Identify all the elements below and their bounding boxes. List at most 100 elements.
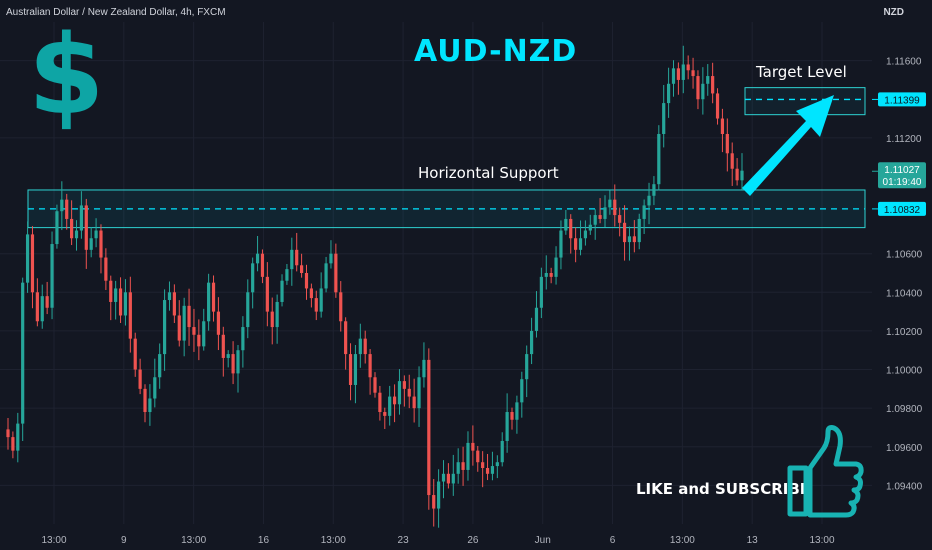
candle-body xyxy=(202,321,206,347)
price-tick-label: 1.09800 xyxy=(886,404,923,415)
thumbs-up-icon xyxy=(787,425,864,518)
dollar-icon: $ xyxy=(28,11,105,139)
candle-body xyxy=(207,282,211,322)
candle-body xyxy=(437,481,441,509)
candle-body xyxy=(715,93,720,119)
price-tick-label: 1.09600 xyxy=(886,443,923,454)
grid-lines xyxy=(0,22,872,524)
candle-body xyxy=(505,412,509,441)
price-tick-label: 1.10400 xyxy=(886,288,923,299)
candle-body xyxy=(329,253,333,264)
candle-body xyxy=(84,205,88,250)
candle-body xyxy=(45,296,49,308)
candle-body xyxy=(569,218,573,239)
candle-body xyxy=(490,466,495,474)
candle-body xyxy=(70,218,74,239)
candle-body xyxy=(671,68,676,84)
candle-body xyxy=(652,184,656,196)
time-axis: 13:00 9 13:00 16 13:00 23 26 Jun 6 13:00 13 13:00 xyxy=(41,535,834,546)
candle-body xyxy=(583,230,588,239)
candle-body xyxy=(613,199,617,216)
candle-body xyxy=(417,377,421,409)
candle-body xyxy=(358,338,362,355)
candle-body xyxy=(65,199,69,219)
price-label-text: 1.11027 xyxy=(884,165,920,176)
candle-body xyxy=(251,263,255,293)
time-tick-label: Jun xyxy=(535,535,551,546)
candle-body xyxy=(559,230,563,258)
candle-body xyxy=(50,244,54,308)
candle-body xyxy=(632,236,636,243)
arrow-up-right-icon xyxy=(742,95,834,196)
price-tick-label: 1.11600 xyxy=(886,57,922,68)
candle-body xyxy=(260,253,265,277)
target-label: Target Level xyxy=(756,63,847,81)
price-tick-label: 1.10600 xyxy=(886,250,923,261)
candle-body xyxy=(231,354,235,374)
candle-body xyxy=(275,301,279,328)
candle-body xyxy=(6,429,10,438)
candle-body xyxy=(30,234,35,293)
candle-body xyxy=(706,76,710,84)
candle-body xyxy=(603,207,607,219)
time-tick-label: 6 xyxy=(610,535,616,546)
candle-body xyxy=(143,388,147,413)
candle-body xyxy=(622,222,627,243)
candles-layer xyxy=(6,45,744,528)
candle-body xyxy=(290,249,294,270)
candle-body xyxy=(378,392,382,413)
candle-body xyxy=(25,234,30,283)
candle-body xyxy=(304,273,309,289)
candle-body xyxy=(368,354,372,378)
candle-body xyxy=(211,282,216,312)
candle-body xyxy=(221,334,225,358)
candle-body xyxy=(123,292,128,316)
candle-body xyxy=(348,354,353,385)
candle-body xyxy=(319,288,323,312)
candle-body xyxy=(363,338,367,355)
candle-body xyxy=(324,263,328,289)
price-label-text: 1.10832 xyxy=(884,205,921,216)
time-tick-label: 13:00 xyxy=(41,535,66,546)
candle-body xyxy=(637,218,641,243)
candle-body xyxy=(608,199,612,208)
price-tick-label: 1.11200 xyxy=(886,134,922,145)
candle-body xyxy=(642,205,646,219)
candle-body xyxy=(172,292,176,316)
candle-body xyxy=(402,381,406,389)
candle-body xyxy=(177,315,181,341)
candle-body xyxy=(55,211,59,245)
time-tick-label: 13 xyxy=(747,535,759,546)
candle-body xyxy=(35,292,39,322)
price-tick-label: 1.10000 xyxy=(886,366,923,377)
symbol-info[interactable]: Australian Dollar / New Zealand Dollar, … xyxy=(6,7,226,18)
candle-body xyxy=(730,153,734,169)
candle-body xyxy=(471,442,475,451)
candle-body xyxy=(725,133,729,154)
price-label-countdown: 01:19:40 xyxy=(883,177,922,188)
price-label-box xyxy=(878,162,926,189)
price-tick-label: 1.09400 xyxy=(886,481,923,492)
candle-body xyxy=(388,396,392,416)
candle-body xyxy=(539,276,543,308)
candle-body xyxy=(114,288,118,302)
candle-body xyxy=(549,273,553,277)
candle-body xyxy=(270,311,274,328)
price-label-box xyxy=(878,92,926,107)
candle-body xyxy=(192,327,196,335)
candle-body xyxy=(138,369,142,389)
candle-body xyxy=(118,288,123,316)
candle-body xyxy=(456,462,460,474)
candle-body xyxy=(735,168,739,181)
candle-body xyxy=(593,215,597,225)
candle-body xyxy=(99,230,103,258)
currency-label: NZD xyxy=(883,7,904,18)
candle-body xyxy=(94,230,98,239)
candle-body xyxy=(153,377,157,399)
candle-body xyxy=(476,450,480,463)
candle-body xyxy=(162,300,167,355)
candle-body xyxy=(686,64,690,71)
price-label-text: 1.11399 xyxy=(884,95,920,106)
